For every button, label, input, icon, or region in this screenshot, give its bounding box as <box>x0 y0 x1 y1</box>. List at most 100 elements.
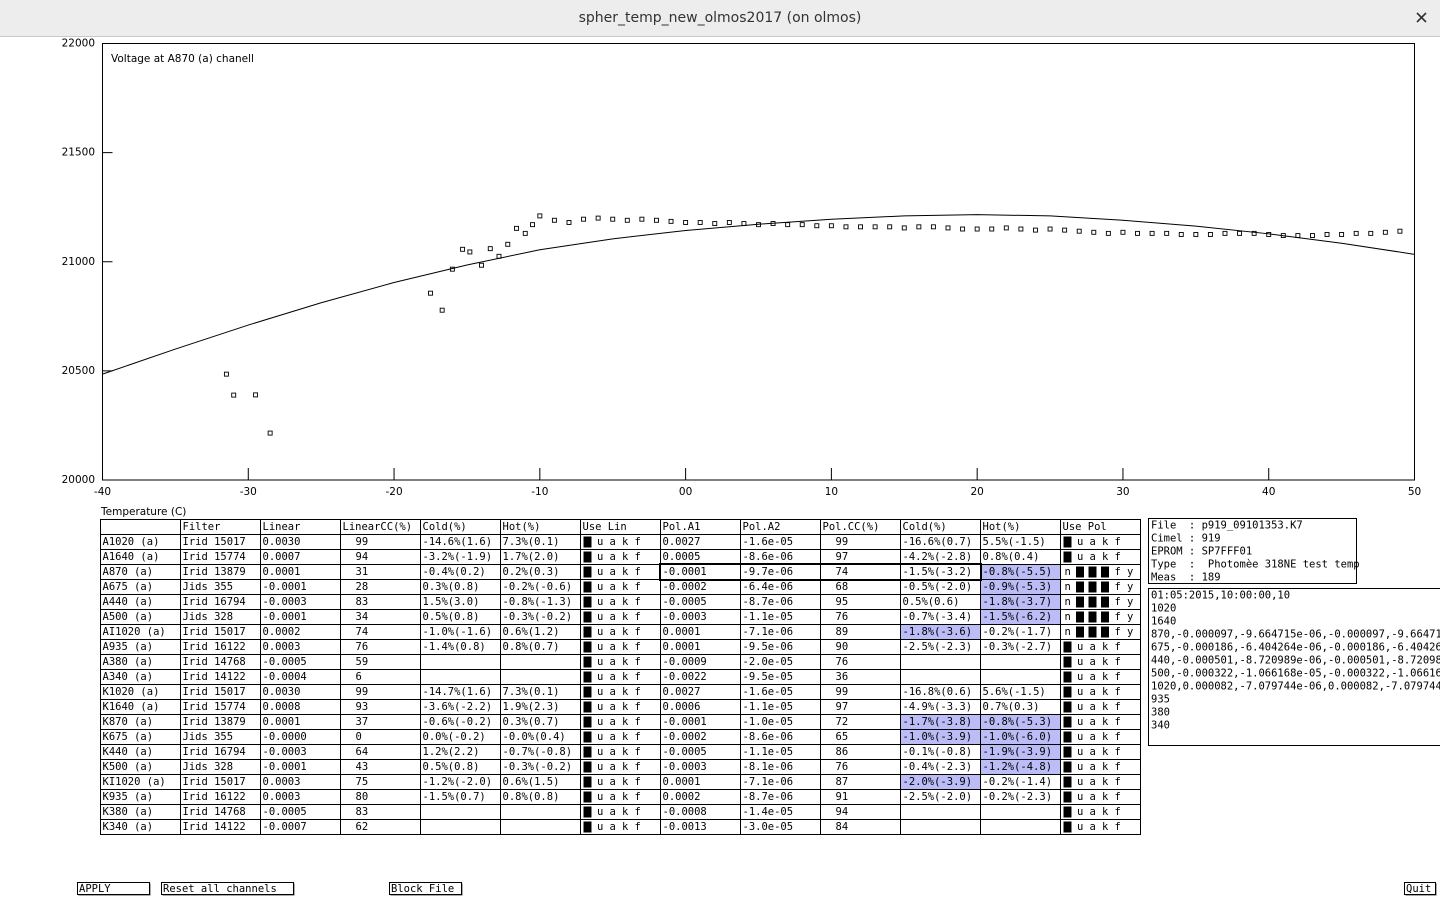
flag-toggle[interactable]: u <box>597 701 603 713</box>
flag-toggle[interactable]: f <box>635 776 641 788</box>
flag-toggle[interactable]: k <box>622 701 629 713</box>
flag-toggle[interactable]: k <box>1102 746 1109 758</box>
flag-toggle[interactable]: u <box>1077 581 1083 593</box>
flag-toggle[interactable]: a <box>1090 566 1096 578</box>
flag-toggle[interactable]: k <box>622 776 629 788</box>
flag-toggle[interactable]: f <box>635 626 641 638</box>
flag-toggle[interactable]: a <box>610 821 616 833</box>
flag-toggle[interactable]: k <box>622 596 629 608</box>
flag-toggle[interactable]: a <box>1090 791 1096 803</box>
flag-toggle[interactable]: a <box>1090 821 1096 833</box>
flag-toggle[interactable]: u <box>597 791 603 803</box>
flag-toggle[interactable]: a <box>610 596 616 608</box>
flag-toggle[interactable]: k <box>622 716 629 728</box>
flag-toggle[interactable]: f <box>635 656 641 668</box>
flag-toggle[interactable]: a <box>610 611 616 623</box>
flag-toggle[interactable]: n <box>585 686 591 698</box>
flag-toggle[interactable]: n <box>1065 581 1071 593</box>
flag-toggle[interactable]: f <box>1115 551 1121 563</box>
button[interactable] <box>161 882 294 895</box>
flag-toggle[interactable]: u <box>597 656 603 668</box>
flag-toggle[interactable]: u <box>1077 806 1083 818</box>
flag-toggle[interactable]: f <box>1115 716 1121 728</box>
flag-toggle[interactable]: a <box>1090 581 1096 593</box>
flag-toggle[interactable]: n <box>585 761 591 773</box>
flag-toggle[interactable]: k <box>622 656 629 668</box>
flag-toggle[interactable]: n <box>585 566 591 578</box>
flag-toggle[interactable]: u <box>1077 671 1083 683</box>
flag-toggle[interactable]: u <box>597 821 603 833</box>
flag-toggle[interactable]: k <box>1102 791 1109 803</box>
flag-toggle[interactable]: n <box>585 581 591 593</box>
flag-toggle[interactable]: u <box>597 611 603 623</box>
flag-toggle[interactable]: u <box>1077 731 1083 743</box>
flag-toggle[interactable]: u <box>597 581 603 593</box>
flag-toggle[interactable]: u <box>1077 686 1083 698</box>
flag-toggle[interactable]: u <box>597 776 603 788</box>
flag-toggle[interactable]: n <box>585 611 591 623</box>
flag-toggle[interactable]: n <box>1065 701 1071 713</box>
flag-toggle[interactable]: a <box>610 761 616 773</box>
flag-toggle[interactable]: a <box>610 791 616 803</box>
flag-toggle[interactable]: a <box>610 581 616 593</box>
flag-toggle[interactable]: a <box>1090 731 1096 743</box>
flag-toggle[interactable]: k <box>1102 581 1109 593</box>
flag-toggle[interactable]: k <box>622 641 629 653</box>
flag-toggle[interactable]: f <box>635 686 641 698</box>
flag-toggle[interactable]: a <box>610 746 616 758</box>
flag-toggle[interactable]: a <box>610 641 616 653</box>
flag-toggle[interactable]: f <box>635 701 641 713</box>
flag-toggle[interactable]: k <box>1102 821 1109 833</box>
button-label[interactable]: Quit <box>1406 883 1431 895</box>
flag-toggle[interactable]: f <box>1115 626 1121 638</box>
flag-toggle[interactable]: y <box>1127 611 1133 623</box>
flag-toggle[interactable]: a <box>610 686 616 698</box>
flag-toggle[interactable]: u <box>1077 761 1083 773</box>
flag-toggle[interactable]: n <box>1065 566 1071 578</box>
flag-toggle[interactable]: f <box>635 746 641 758</box>
flag-toggle[interactable]: a <box>610 656 616 668</box>
flag-toggle[interactable]: a <box>1090 671 1096 683</box>
flag-toggle[interactable]: f <box>1115 761 1121 773</box>
flag-toggle[interactable]: u <box>1077 791 1083 803</box>
flag-toggle[interactable]: n <box>1065 671 1071 683</box>
flag-toggle[interactable]: k <box>622 671 629 683</box>
flag-toggle[interactable]: a <box>1090 596 1096 608</box>
flag-toggle[interactable]: u <box>1077 701 1083 713</box>
flag-toggle[interactable]: f <box>1115 731 1121 743</box>
flag-toggle[interactable]: n <box>1065 716 1071 728</box>
button-label[interactable]: Block File <box>391 883 454 895</box>
flag-toggle[interactable]: f <box>1115 536 1121 548</box>
flag-toggle[interactable]: k <box>1102 731 1109 743</box>
flag-toggle[interactable]: a <box>610 551 616 563</box>
flag-toggle[interactable]: u <box>597 806 603 818</box>
flag-toggle[interactable]: k <box>622 761 629 773</box>
flag-toggle[interactable]: k <box>1102 566 1109 578</box>
flag-toggle[interactable]: n <box>1065 791 1071 803</box>
flag-toggle[interactable]: u <box>597 761 603 773</box>
flag-toggle[interactable]: n <box>1065 536 1071 548</box>
flag-toggle[interactable]: n <box>1065 776 1071 788</box>
flag-toggle[interactable]: a <box>610 536 616 548</box>
flag-toggle[interactable]: f <box>1115 746 1121 758</box>
flag-toggle[interactable]: k <box>1102 611 1109 623</box>
flag-toggle[interactable]: f <box>1115 611 1121 623</box>
flag-toggle[interactable]: u <box>597 731 603 743</box>
flag-toggle[interactable]: k <box>622 791 629 803</box>
flag-toggle[interactable]: k <box>1102 716 1109 728</box>
flag-toggle[interactable]: a <box>1090 641 1096 653</box>
button-label[interactable]: APPLY <box>79 883 111 895</box>
flag-toggle[interactable]: k <box>1102 536 1109 548</box>
flag-toggle[interactable]: f <box>635 566 641 578</box>
flag-toggle[interactable]: a <box>610 716 616 728</box>
flag-toggle[interactable]: n <box>1065 611 1071 623</box>
flag-toggle[interactable]: a <box>610 671 616 683</box>
flag-toggle[interactable]: n <box>585 731 591 743</box>
flag-toggle[interactable]: n <box>1065 626 1071 638</box>
flag-toggle[interactable]: a <box>610 566 616 578</box>
flag-toggle[interactable]: a <box>1090 611 1096 623</box>
flag-toggle[interactable]: f <box>1115 596 1121 608</box>
flag-toggle[interactable]: k <box>622 746 629 758</box>
flag-toggle[interactable]: n <box>1065 821 1071 833</box>
flag-toggle[interactable]: n <box>585 806 591 818</box>
